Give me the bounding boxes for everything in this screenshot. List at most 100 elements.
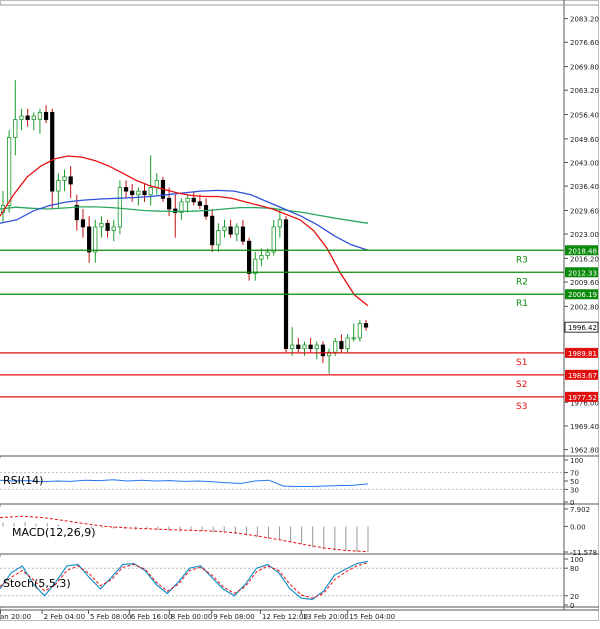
level-price-tag: 2006.19 xyxy=(568,291,597,299)
candle-body xyxy=(37,111,43,120)
candle-body xyxy=(296,344,301,350)
macd-signal-line xyxy=(0,515,369,553)
y-tick-label: -11.578 xyxy=(570,549,597,557)
candle-body xyxy=(357,323,362,339)
candle xyxy=(197,194,202,210)
candle xyxy=(314,341,319,360)
candle xyxy=(345,334,350,353)
candle xyxy=(259,248,264,267)
candle xyxy=(185,194,190,213)
y-tick-label: 100 xyxy=(570,556,583,564)
y-tick-label: 2029.60 xyxy=(570,207,599,215)
y-tick-label: 0 xyxy=(570,499,574,507)
candle xyxy=(13,80,18,156)
candle-body xyxy=(136,190,141,196)
level-price-tag: 1989.81 xyxy=(568,350,597,358)
candle-body xyxy=(191,197,196,203)
candle-body xyxy=(74,205,79,221)
y-tick-label: 2002.80 xyxy=(570,303,599,311)
y-tick-label: 0 xyxy=(570,602,574,610)
x-tick-label: 5 Feb 08:00 xyxy=(90,613,131,621)
x-tick-label: 2 Feb 04:00 xyxy=(44,613,85,621)
candle-body xyxy=(87,226,92,253)
y-tick-label: 2063.20 xyxy=(570,87,599,95)
stoch-main-line xyxy=(0,560,369,601)
x-tick-label: 6 Feb 16:00 xyxy=(131,613,172,621)
level-price-tag: 1983.67 xyxy=(568,372,597,380)
candle xyxy=(247,237,252,281)
y-tick-label: 2016.20 xyxy=(570,255,599,263)
macd-panel-bg xyxy=(0,507,564,554)
candle xyxy=(93,219,98,263)
candle-body xyxy=(253,258,258,274)
candle-body xyxy=(265,251,270,256)
candle xyxy=(363,319,369,331)
candle xyxy=(105,219,110,238)
candle xyxy=(253,251,258,281)
candle-body xyxy=(154,179,159,188)
candle-body xyxy=(80,219,86,228)
candle-body xyxy=(363,323,369,328)
level-price-tag-bg xyxy=(565,267,598,278)
y-tick-label: 0.00 xyxy=(570,523,586,531)
candle-body xyxy=(314,344,319,350)
ma-green-line xyxy=(0,206,369,224)
candle-body xyxy=(234,226,239,235)
candle xyxy=(351,323,356,342)
candle xyxy=(240,219,246,245)
candle xyxy=(283,216,289,353)
level-price-tag-bg xyxy=(565,347,598,358)
y-tick-label: 50 xyxy=(570,478,579,486)
candle xyxy=(277,209,282,238)
candle-body xyxy=(148,187,153,196)
candle-body xyxy=(167,197,172,210)
candle xyxy=(320,341,326,363)
candle xyxy=(19,108,24,131)
candle-body xyxy=(210,215,215,246)
stoch-signal-line xyxy=(0,562,369,599)
candle xyxy=(31,112,36,131)
level-price-tag: 2018.48 xyxy=(568,247,597,255)
candle-body xyxy=(142,190,147,196)
candle-body xyxy=(197,201,202,206)
level-price-tag: 2012.33 xyxy=(568,269,597,277)
stoch-panel-bg xyxy=(0,557,564,607)
candle-body xyxy=(130,190,135,196)
candle-body xyxy=(43,111,49,120)
candle-body xyxy=(179,201,184,214)
candle xyxy=(228,219,233,238)
current-price-tag: 1996.42 xyxy=(568,324,597,332)
candle-body xyxy=(290,344,295,350)
candle-body xyxy=(19,115,24,120)
candle xyxy=(271,219,276,256)
candle xyxy=(136,187,141,206)
candle-body xyxy=(320,344,326,357)
level-label-r1: R1 xyxy=(516,299,528,309)
candle-body xyxy=(7,137,12,206)
y-tick-label: 7.902 xyxy=(570,506,590,514)
level-price-tag: 1977.52 xyxy=(568,394,597,402)
level-price-tag-bg xyxy=(565,289,598,300)
candle-body xyxy=(339,341,344,350)
candle-body xyxy=(93,226,98,253)
y-tick-label: 2043.00 xyxy=(570,159,599,167)
y-tick-label: 2056.40 xyxy=(570,112,599,120)
candle-body xyxy=(31,115,36,120)
y-tick-label: 20 xyxy=(570,593,579,601)
y-tick-label: 1976.00 xyxy=(570,399,599,407)
candle-body xyxy=(345,337,350,350)
candle-body xyxy=(99,222,104,228)
candle xyxy=(222,219,227,238)
stoch-label: Stoch(5,5,3) xyxy=(3,577,71,590)
candle xyxy=(123,180,129,199)
y-tick-label: 2076.60 xyxy=(570,39,599,47)
candle-body xyxy=(68,176,73,185)
rsi-panel-bg xyxy=(0,458,564,504)
candle-body xyxy=(25,115,30,120)
candle-body xyxy=(308,344,313,350)
candle xyxy=(80,209,86,238)
candle xyxy=(87,216,92,263)
ma-blue-line xyxy=(0,189,369,251)
candle-body xyxy=(302,344,307,350)
